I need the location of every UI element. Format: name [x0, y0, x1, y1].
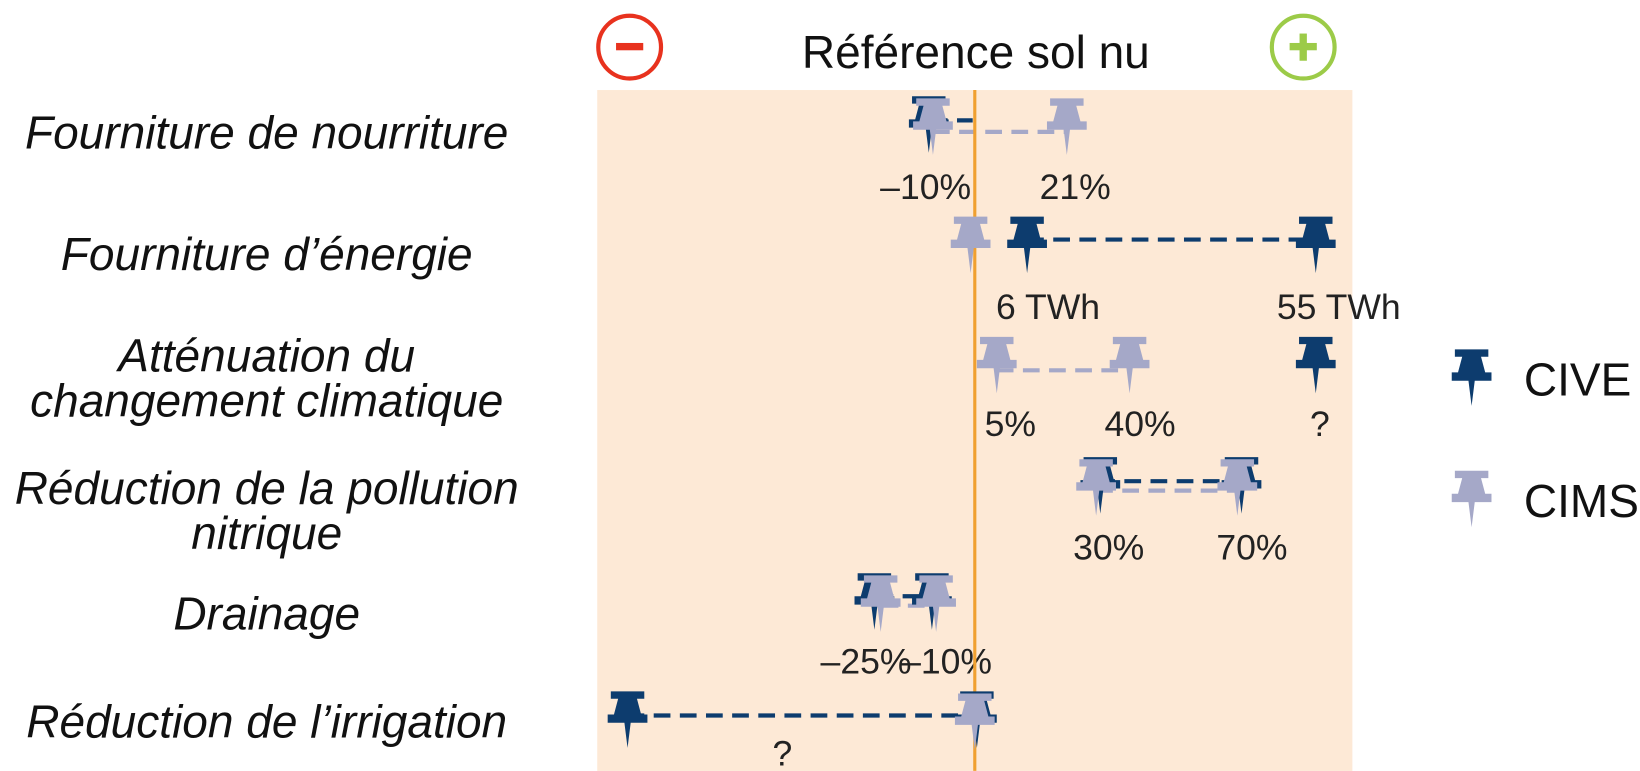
legend-label: CIMS — [1524, 475, 1639, 527]
value-label: ? — [1310, 404, 1330, 444]
plus-sign — [1299, 33, 1307, 61]
front: CIVE CIMS — [607, 96, 1639, 751]
value-label: –10% — [880, 167, 971, 207]
legend-label: CIVE — [1524, 353, 1631, 405]
value-label: 5% — [985, 404, 1036, 444]
value-label: –25% — [821, 642, 912, 682]
row-label: nitrique — [191, 507, 342, 559]
row-label: Fourniture d’énergie — [61, 228, 473, 280]
value-label: 30% — [1073, 528, 1144, 568]
pin — [1451, 470, 1492, 528]
row-label: Atténuation du — [115, 329, 415, 381]
value-label: 21% — [1040, 167, 1111, 207]
value-label: –10% — [901, 642, 992, 682]
content: Fourniture de nourriture –10% 21% Fournitur… — [15, 107, 1401, 771]
value-label: 55 TWh — [1277, 287, 1401, 327]
plus-icon — [1269, 13, 1337, 81]
value-label: ? — [772, 734, 792, 771]
row-label: Fourniture de nourriture — [25, 107, 508, 159]
row-label: changement climatique — [30, 374, 503, 426]
row-label: Réduction de l’irrigation — [26, 695, 507, 747]
row-label: Drainage — [173, 588, 360, 640]
value-label: 70% — [1216, 528, 1287, 568]
row-label: Réduction de la pollution — [15, 462, 519, 514]
pin — [1451, 349, 1492, 406]
title: Référence sol nu — [802, 26, 1150, 78]
value-label: 40% — [1104, 404, 1175, 444]
minus-sign — [616, 42, 644, 51]
minus-icon — [596, 13, 664, 81]
value-label: 6 TWh — [996, 287, 1100, 327]
